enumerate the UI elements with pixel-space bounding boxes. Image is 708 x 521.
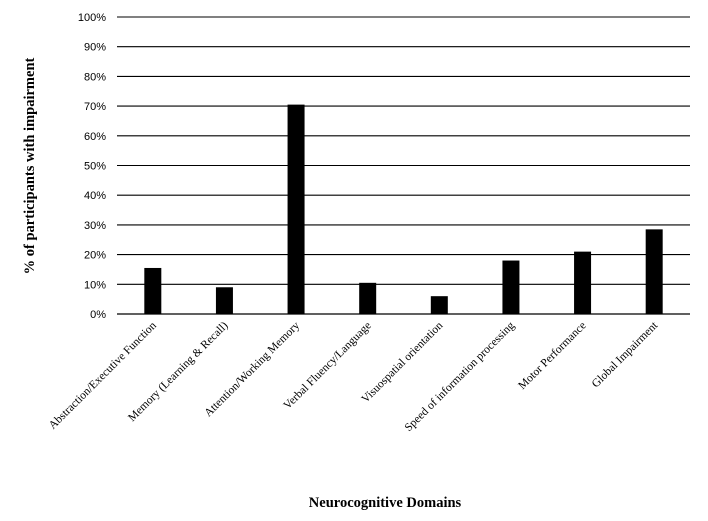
gridlines [117,16,690,315]
y-tick-label: 20% [84,250,106,262]
bar [645,229,663,314]
y-axis-ticks: 0% 10% 20% 30% 40% 50% 60% 70% 80% 90% 100% [78,12,106,321]
bar [215,287,233,314]
y-tick-label: 70% [84,101,106,113]
bar [359,282,377,314]
bar [574,251,592,314]
y-tick-label: 60% [84,131,106,143]
bars [144,104,663,315]
bar [287,104,305,315]
y-tick-label: 50% [84,161,106,173]
x-category-label: Motor Performance [516,320,588,392]
y-tick-label: 100% [78,12,106,24]
bar [430,296,448,314]
y-axis-title: % of participants with impairment [22,57,38,274]
x-category-label: Global Impairment [590,319,661,390]
y-tick-label: 90% [84,42,106,54]
x-axis-title: Neurocognitive Domains [309,495,462,511]
y-tick-label: 80% [84,71,106,83]
y-tick-label: 40% [84,190,106,202]
y-tick-label: 30% [84,220,106,232]
y-tick-label: 10% [84,279,106,291]
x-category-label: Visuospatial orientation [360,319,446,405]
y-tick-label: 0% [90,309,106,321]
bar [144,267,162,314]
bar [502,260,520,314]
